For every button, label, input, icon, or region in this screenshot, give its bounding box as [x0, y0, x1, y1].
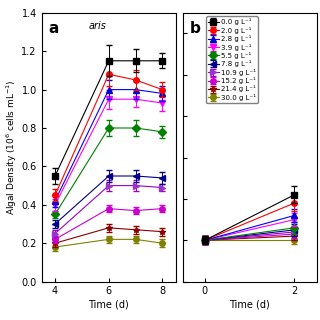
Text: aris: aris: [89, 21, 107, 31]
X-axis label: Time (d): Time (d): [88, 299, 129, 309]
Text: b: b: [189, 21, 200, 36]
Legend: 0.0 g L⁻¹, 2.0 g L⁻¹, 2.8 g L⁻¹, 3.9 g L⁻¹, 5.5 g L⁻¹, 7.8 g L⁻¹, 10.9 g L⁻¹, 15: 0.0 g L⁻¹, 2.0 g L⁻¹, 2.8 g L⁻¹, 3.9 g L…: [206, 16, 258, 103]
X-axis label: Time (d): Time (d): [229, 299, 270, 309]
Y-axis label: Algal Density (10$^6$ cells mL$^{-1}$): Algal Density (10$^6$ cells mL$^{-1}$): [4, 79, 19, 215]
Text: a: a: [48, 21, 59, 36]
